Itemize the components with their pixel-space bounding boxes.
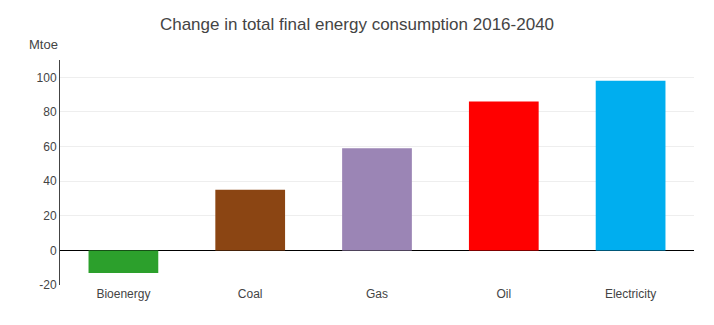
- svg-text:Gas: Gas: [366, 287, 388, 301]
- svg-text:80: 80: [43, 105, 57, 119]
- svg-text:Coal: Coal: [238, 287, 263, 301]
- svg-text:100: 100: [37, 71, 57, 85]
- svg-text:60: 60: [43, 140, 57, 154]
- svg-text:Electricity: Electricity: [605, 287, 656, 301]
- svg-text:20: 20: [43, 209, 57, 223]
- svg-text:0: 0: [50, 244, 57, 258]
- svg-text:Oil: Oil: [496, 287, 511, 301]
- svg-text:40: 40: [43, 174, 57, 188]
- svg-text:Change in total final energy c: Change in total final energy consumption…: [160, 15, 554, 34]
- svg-text:Mtoe: Mtoe: [29, 37, 58, 52]
- svg-text:-20: -20: [39, 278, 57, 292]
- svg-text:Bioenergy: Bioenergy: [96, 287, 150, 301]
